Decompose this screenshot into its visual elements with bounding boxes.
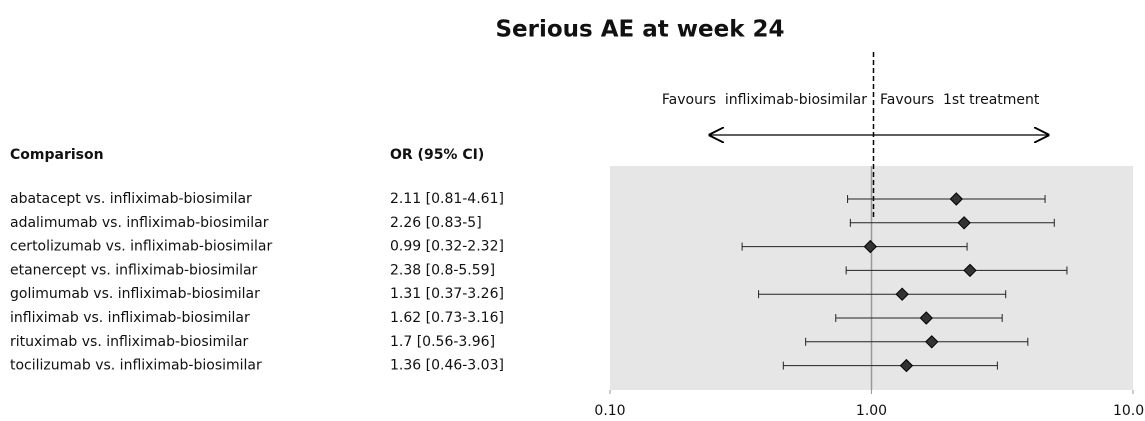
value-label: 1.31 [0.37-3.26] [390, 286, 504, 302]
row-label: golimumab vs. infliximab-biosimilar [10, 286, 260, 302]
value-label: 0.99 [0.32-2.32] [390, 239, 504, 255]
x-tick-label: 0.10 [594, 403, 625, 419]
point-estimate [963, 263, 977, 278]
row-label: adalimumab vs. infliximab-biosimilar [10, 215, 269, 231]
row-label: infliximab vs. infliximab-biosimilar [10, 310, 250, 326]
row-label: certolizumab vs. infliximab-biosimilar [10, 239, 272, 255]
point-estimate [949, 192, 964, 206]
point-estimate [899, 358, 914, 373]
annotation: Favours infliximab-biosimilar [662, 92, 867, 108]
point-estimate [863, 239, 878, 254]
value-label: 2.26 [0.83-5] [390, 215, 482, 231]
column-header: OR (95% CI) [390, 147, 484, 163]
chart-title: Serious AE at week 24 [495, 17, 784, 43]
value-label: 2.11 [0.81-4.61] [390, 191, 504, 207]
annotation: Favours 1st treatment [880, 92, 1040, 108]
point-estimate [919, 311, 933, 325]
value-label: 1.7 [0.56-3.96] [390, 334, 495, 350]
x-tick-label: 1.00 [856, 403, 887, 419]
point-estimate [925, 335, 939, 349]
point-estimate [957, 216, 971, 230]
x-tick-label: 10.00 [1113, 403, 1145, 419]
value-label: 1.36 [0.46-3.03] [390, 358, 504, 374]
row-label: etanercept vs. infliximab-biosimilar [10, 262, 258, 278]
point-estimate [895, 287, 909, 301]
value-label: 2.38 [0.8-5.59] [390, 262, 495, 278]
column-header: Comparison [10, 147, 104, 163]
row-label: tocilizumab vs. infliximab-biosimilar [10, 358, 262, 374]
value-label: 1.62 [0.73-3.16] [390, 310, 504, 326]
row-label: abatacept vs. infliximab-biosimilar [10, 191, 252, 207]
row-label: rituximab vs. infliximab-biosimilar [10, 334, 249, 350]
